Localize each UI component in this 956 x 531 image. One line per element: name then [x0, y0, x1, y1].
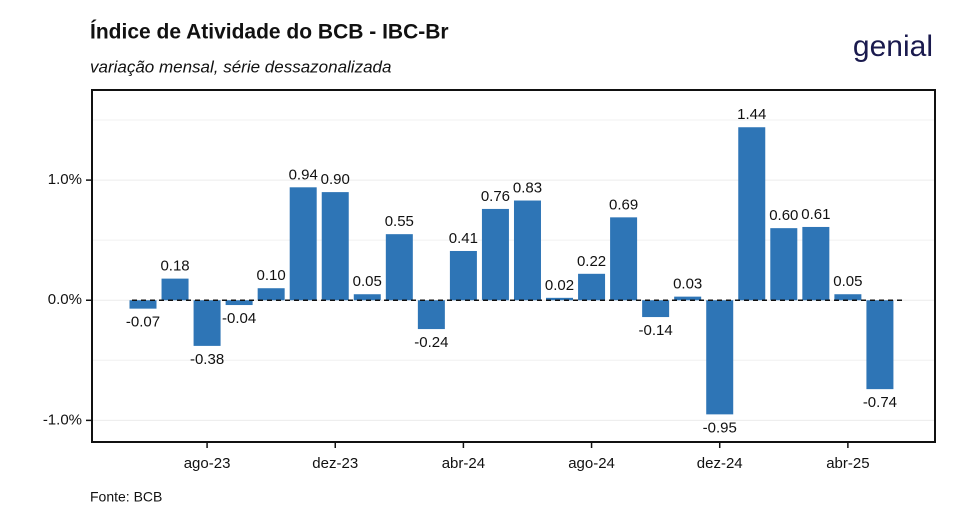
bar	[353, 294, 381, 301]
value-label: 0.02	[545, 277, 574, 294]
value-label: -0.04	[222, 310, 256, 327]
bar	[129, 300, 157, 309]
value-label: 0.94	[289, 166, 318, 183]
chart-subtitle: variação mensal, série dessazonalizada	[90, 57, 391, 76]
bar	[161, 278, 189, 301]
bar	[225, 300, 253, 306]
logo: genial	[853, 30, 933, 63]
source: Fonte: BCB	[90, 489, 162, 505]
x-tick-label: ago-24	[568, 455, 615, 472]
value-label: -0.24	[414, 334, 448, 351]
bar	[513, 200, 541, 301]
value-label: 0.61	[801, 206, 830, 223]
bar	[674, 296, 702, 301]
bar	[834, 294, 862, 301]
value-label: 0.69	[609, 196, 638, 213]
value-label: 0.76	[481, 188, 510, 205]
value-label: 0.55	[385, 213, 414, 230]
y-tick-label: 0.0%	[48, 291, 82, 308]
chart-title: Índice de Atividade do BCB - IBC-Br	[90, 21, 449, 44]
bar	[738, 127, 766, 301]
bar	[257, 288, 285, 301]
y-tick-label: 1.0%	[48, 171, 82, 188]
bar	[481, 208, 509, 301]
value-label: 0.60	[769, 207, 798, 224]
value-label: 0.10	[257, 267, 286, 284]
bar	[417, 300, 445, 330]
value-label: -0.07	[126, 314, 160, 331]
value-label: 0.18	[160, 258, 189, 275]
value-label: -0.95	[703, 419, 737, 436]
value-label: -0.38	[190, 351, 224, 368]
bar	[706, 300, 734, 415]
x-tick-label: dez-24	[697, 455, 743, 472]
value-label: 0.05	[833, 273, 862, 290]
y-tick-label: -1.0%	[43, 411, 82, 428]
bar	[193, 300, 221, 346]
value-label: 0.05	[353, 273, 382, 290]
bar	[610, 217, 638, 301]
value-label: 0.90	[321, 171, 350, 188]
bar	[578, 273, 606, 301]
bar	[642, 300, 670, 318]
bar	[321, 192, 349, 301]
bar	[866, 300, 894, 390]
bar	[546, 297, 574, 301]
bar	[449, 250, 477, 301]
bar	[289, 187, 317, 301]
value-label: -0.74	[863, 394, 897, 411]
bar	[385, 234, 413, 301]
value-label: 0.22	[577, 253, 606, 270]
value-label: -0.14	[639, 322, 673, 339]
value-label: 0.83	[513, 179, 542, 196]
x-tick-label: abr-24	[442, 455, 485, 472]
plot-frame	[91, 89, 936, 443]
bar	[802, 226, 830, 301]
bar	[770, 228, 798, 301]
x-tick-label: dez-23	[312, 455, 358, 472]
value-label: 0.41	[449, 230, 478, 247]
x-tick-label: abr-25	[826, 455, 869, 472]
x-tick-label: ago-23	[184, 455, 231, 472]
value-label: 1.44	[737, 106, 766, 123]
value-label: 0.03	[673, 276, 702, 293]
